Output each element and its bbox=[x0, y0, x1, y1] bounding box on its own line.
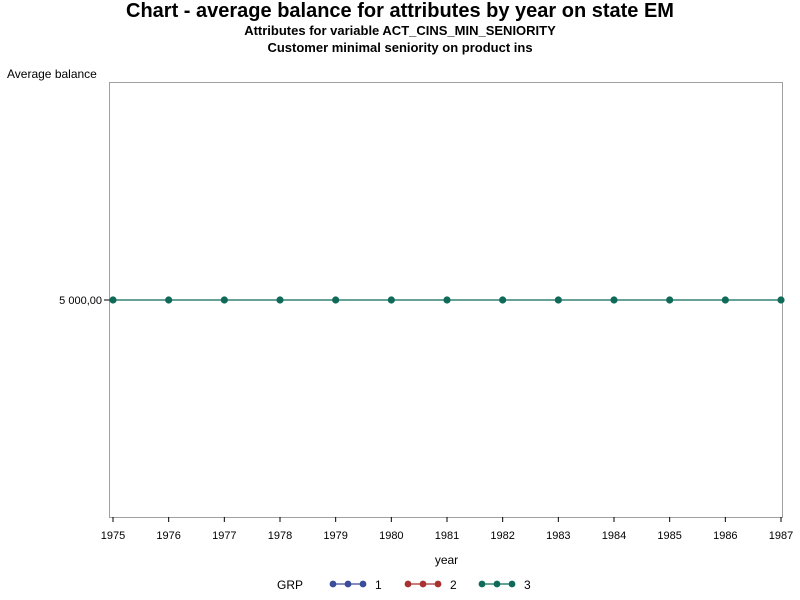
series-3-point bbox=[499, 296, 507, 304]
x-tick-label: 1980 bbox=[379, 530, 403, 542]
legend-swatch-marker bbox=[478, 580, 486, 588]
series-3-point bbox=[109, 296, 117, 304]
legend-swatch-marker bbox=[434, 580, 442, 588]
legend-swatch-marker bbox=[404, 580, 412, 588]
x-tick-label: 1978 bbox=[268, 530, 292, 542]
legend-label-3: 3 bbox=[524, 578, 531, 592]
legend-title: GRP bbox=[277, 578, 303, 592]
legend-swatch-marker bbox=[344, 580, 352, 588]
chart-subtitle-variable: Attributes for variable ACT_CINS_MIN_SEN… bbox=[244, 23, 556, 38]
legend-swatch-marker bbox=[493, 580, 501, 588]
series-3-point bbox=[276, 296, 284, 304]
x-tick-label: 1977 bbox=[212, 530, 236, 542]
chart-title: Chart - average balance for attributes b… bbox=[126, 0, 674, 22]
series-3-point bbox=[721, 296, 729, 304]
legend: GRP 1 2 3 bbox=[277, 578, 531, 592]
series-3-point bbox=[387, 296, 395, 304]
x-tick-label: 1979 bbox=[323, 530, 347, 542]
series-3-point bbox=[554, 296, 562, 304]
series-3-point bbox=[777, 296, 785, 304]
series-3-point bbox=[332, 296, 340, 304]
legend-swatch-marker bbox=[419, 580, 427, 588]
x-axis-ticks: 1975 1976 1977 1978 1979 1980 1981 1982 1983 1984… bbox=[101, 517, 793, 542]
legend-swatch-marker bbox=[329, 580, 337, 588]
x-tick-label: 1987 bbox=[769, 530, 793, 542]
x-tick-label: 1981 bbox=[435, 530, 459, 542]
x-axis-label: year bbox=[435, 553, 458, 567]
x-tick-label: 1982 bbox=[490, 530, 514, 542]
legend-label-1: 1 bbox=[375, 578, 382, 592]
series-layer bbox=[109, 296, 785, 304]
x-tick-label: 1976 bbox=[156, 530, 180, 542]
x-tick-label: 1983 bbox=[546, 530, 570, 542]
series-3-point bbox=[443, 296, 451, 304]
series-3-point bbox=[165, 296, 173, 304]
legend-label-2: 2 bbox=[450, 578, 457, 592]
x-tick-label: 1975 bbox=[101, 530, 125, 542]
x-tick-label: 1984 bbox=[602, 530, 626, 542]
legend-swatch-marker bbox=[359, 580, 367, 588]
chart-subtitle-description: Customer minimal seniority on product in… bbox=[267, 40, 533, 55]
series-3-point bbox=[610, 296, 618, 304]
x-tick-label: 1986 bbox=[713, 530, 737, 542]
legend-swatch-marker bbox=[508, 580, 516, 588]
series-3-point bbox=[220, 296, 228, 304]
series-3-point bbox=[666, 296, 674, 304]
x-tick-label: 1985 bbox=[657, 530, 681, 542]
y-tick-label: 5 000,00 bbox=[59, 295, 102, 307]
y-axis-ticks: 5 000,00 bbox=[59, 295, 110, 307]
y-axis-label: Average balance bbox=[7, 67, 97, 81]
